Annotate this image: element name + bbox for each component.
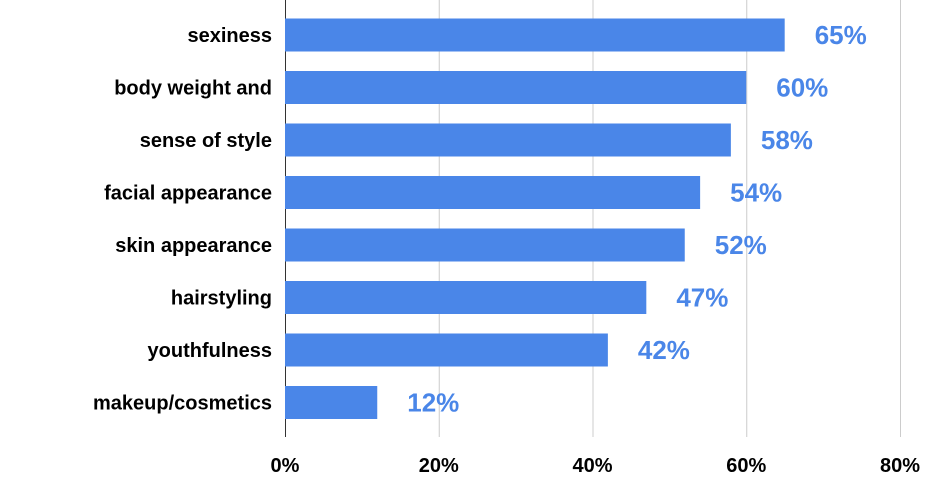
bar [285,176,701,209]
bar [285,228,685,262]
data-label: 42% [638,335,690,365]
category-label: skin appearance [115,235,272,257]
data-label: 65% [815,20,867,50]
bar [285,281,647,314]
bar [285,386,378,419]
bars [285,18,785,419]
category-label: facial appearance [104,183,272,205]
category-label: hairstyling [171,288,272,310]
data-labels: 65% 60% 58% 54% 52% 47% 42% 12% [407,20,866,418]
category-label: makeup/cosmetics [93,393,272,415]
bar [285,18,785,52]
gridlines [285,0,901,437]
x-tick-label: 80% [880,455,920,477]
data-label: 52% [715,230,767,260]
x-tick-label: 0% [271,455,300,477]
category-labels: sexiness body weight and sense of style fac… [93,25,272,415]
data-label: 47% [676,283,728,313]
bar [285,71,747,104]
x-tick-label: 20% [419,455,459,477]
category-label: sense of style [140,130,272,152]
category-label: youthfulness [148,340,272,362]
bar [285,333,608,367]
data-label: 60% [776,73,828,103]
data-label: 12% [407,388,459,418]
x-tick-labels: 0% 20% 40% 60% 80% [271,455,921,477]
data-label: 58% [761,125,813,155]
category-label: sexiness [187,25,272,47]
x-tick-label: 60% [726,455,766,477]
category-label: body weight and [114,78,272,100]
x-tick-label: 40% [572,455,612,477]
bar [285,123,731,157]
data-label: 54% [730,178,782,208]
